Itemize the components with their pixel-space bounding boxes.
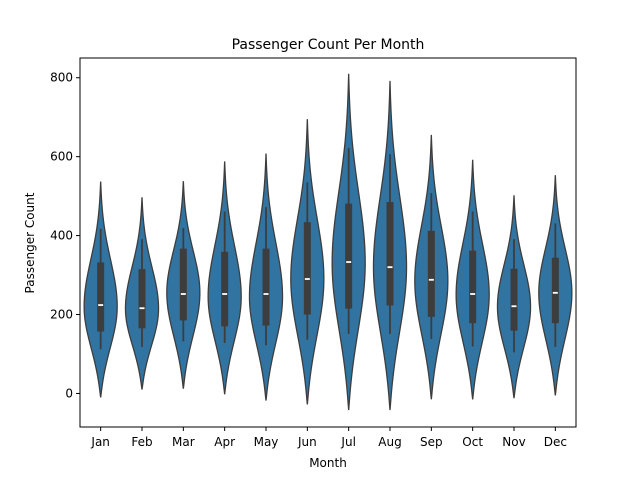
violin-iqr-box: [427, 230, 435, 317]
violin-iqr-box: [221, 251, 229, 327]
violin-iqr-box: [551, 257, 559, 324]
x-tick-label: Dec: [544, 435, 567, 449]
x-tick-label: Apr: [214, 435, 235, 449]
violin-iqr-box: [97, 262, 105, 332]
violin-iqr-box: [469, 250, 477, 324]
violin-iqr-box: [510, 268, 518, 331]
x-tick-label: Jun: [297, 435, 317, 449]
violin-series: [83, 73, 573, 411]
x-axis-label: Month: [309, 456, 347, 470]
violin-iqr-box: [138, 269, 146, 329]
y-tick-label: 0: [65, 386, 73, 400]
x-axis: Jan Feb Mar Apr May Jun Jul Aug Sep Oct Nov Dec: [90, 427, 567, 449]
y-axis-label: Passenger Count: [23, 192, 37, 293]
violin-iqr-box: [345, 203, 353, 309]
x-tick-label: Mar: [172, 435, 195, 449]
x-tick-label: Oct: [462, 435, 483, 449]
y-tick-label: 600: [50, 150, 73, 164]
x-tick-label: Nov: [502, 435, 525, 449]
violin-iqr-box: [262, 248, 270, 326]
y-tick-label: 400: [50, 229, 73, 243]
y-tick-label: 200: [50, 308, 73, 322]
y-axis: 0 200 400 600 800: [50, 71, 80, 400]
violin-iqr-box: [386, 202, 394, 306]
x-tick-label: May: [254, 435, 279, 449]
x-tick-label: Aug: [378, 435, 401, 449]
y-tick-label: 800: [50, 71, 73, 85]
x-tick-label: Feb: [131, 435, 152, 449]
violin-iqr-box: [303, 222, 311, 315]
plot-frame: [79, 57, 577, 428]
x-tick-label: Sep: [420, 435, 443, 449]
x-tick-label: Jul: [340, 435, 355, 449]
chart-title: Passenger Count Per Month: [232, 37, 425, 53]
x-tick-label: Jan: [90, 435, 110, 449]
violin-iqr-box: [179, 248, 187, 321]
